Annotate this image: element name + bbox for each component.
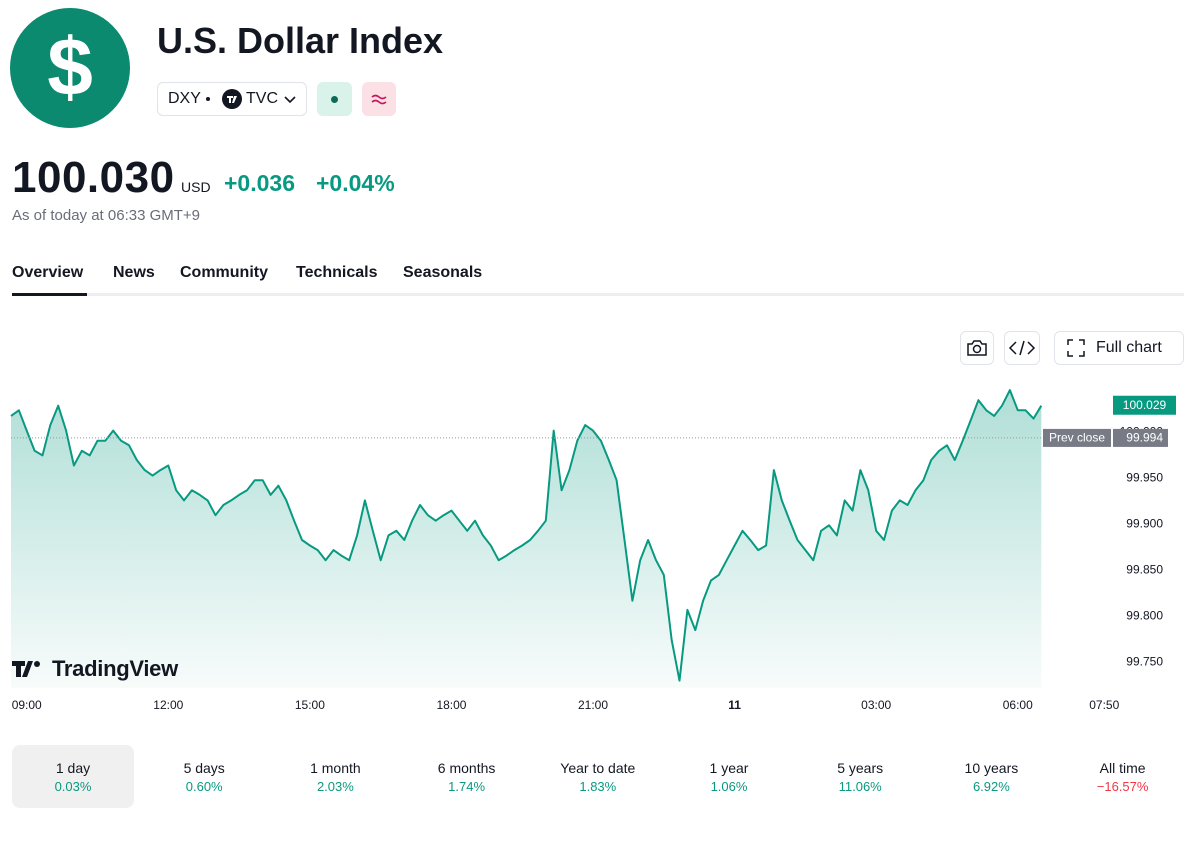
y-tick-label: 99.750 (1126, 654, 1163, 668)
x-tick-label: 07:50 (1089, 698, 1119, 712)
period-value: 11.06% (838, 779, 882, 794)
period-label: 1 month (310, 760, 361, 776)
as-of: As of today at 06:33 GMT+9 (12, 207, 201, 224)
period-label: 6 months (437, 760, 496, 776)
tab[interactable]: Overview (12, 264, 84, 281)
currency: USD (181, 179, 211, 195)
symbol: DXY (168, 90, 201, 107)
camera-icon (967, 340, 987, 356)
prev-close-tag (1043, 428, 1111, 447)
period-button[interactable]: 5 days 0.60% (143, 745, 265, 808)
exchange-icon (222, 89, 242, 109)
period-value: 1.83% (579, 779, 617, 794)
last-price-label: 100.029 (1123, 398, 1167, 412)
exchange: TVC (246, 90, 278, 107)
prev-close-value: 99.994 (1126, 431, 1163, 445)
prev-close-label: Prev close (1049, 431, 1105, 445)
period-value: 6.92% (972, 779, 1010, 794)
x-tick-label: 15:00 (295, 698, 325, 712)
period-button[interactable]: 10 years 6.92% (930, 745, 1052, 808)
x-tick-label: 18:00 (436, 698, 466, 712)
tab[interactable]: Technicals (296, 264, 378, 281)
period-button[interactable]: 1 year 1.06% (668, 745, 790, 808)
x-tick-label: 21:00 (578, 698, 608, 712)
price: 100.030 (12, 153, 175, 202)
full-chart-label: Full chart (1096, 339, 1162, 356)
period-value: 0.03% (54, 779, 92, 794)
snapshot-button[interactable] (960, 331, 994, 365)
x-tick-label: 12:00 (153, 698, 183, 712)
x-tick-label: 09:00 (12, 698, 42, 712)
y-tick-label: 99.950 (1126, 471, 1163, 485)
y-tick-label: 99.900 (1126, 517, 1163, 531)
period-button[interactable]: All time −16.57% (1062, 745, 1184, 808)
last-price-tag (1113, 395, 1176, 415)
period-label: 1 year (709, 760, 749, 776)
period-label: 1 day (55, 760, 91, 776)
period-button[interactable]: 5 years 11.06% (799, 745, 921, 808)
period-label: 5 days (183, 760, 225, 776)
logo (10, 8, 130, 128)
watermark: TradingView (52, 656, 178, 681)
separator-dot (206, 97, 210, 101)
period-label: 5 years (837, 760, 884, 776)
full-chart-button[interactable] (1054, 331, 1184, 365)
x-tick-label: 11 (728, 698, 741, 712)
logo-symbol: $ (47, 22, 93, 113)
period-label: Year to date (560, 760, 636, 776)
area (11, 390, 1042, 688)
period-value: −16.57% (1096, 779, 1149, 794)
period-button[interactable]: 1 month 2.03% (274, 745, 396, 808)
x-tick-label: 03:00 (861, 698, 891, 712)
period-button[interactable]: Year to date 1.83% (537, 745, 659, 808)
y-tick-label: 99.850 (1126, 562, 1163, 576)
status-dot (331, 96, 338, 103)
period-label: All time (1099, 760, 1146, 776)
fullscreen-icon (1067, 339, 1085, 357)
prev-close-value-tag (1113, 428, 1168, 447)
change: +0.036 (224, 170, 295, 196)
tab-underline (12, 293, 87, 296)
period-button[interactable]: 1 day 0.03% (12, 745, 134, 808)
title: U.S. Dollar Index (157, 20, 444, 61)
delay-icon (371, 94, 387, 105)
delay-badge[interactable] (362, 82, 396, 116)
period-label: 10 years (964, 760, 1019, 776)
chevron (284, 96, 296, 104)
watermark-icon (12, 661, 40, 677)
embed-button[interactable] (1004, 331, 1040, 365)
code-icon (1008, 340, 1036, 356)
change-percent: +0.04% (316, 170, 395, 196)
period-value: 2.03% (316, 779, 354, 794)
period-value: 1.74% (448, 779, 486, 794)
period-value: 1.06% (710, 779, 748, 794)
tab[interactable]: News (113, 264, 155, 281)
y-tick-label: 99.800 (1126, 608, 1163, 622)
period-button[interactable]: 6 months 1.74% (406, 745, 528, 808)
tab[interactable]: Community (180, 264, 268, 281)
period-value: 0.60% (185, 779, 223, 794)
x-tick-label: 06:00 (1003, 698, 1033, 712)
tab[interactable]: Seasonals (403, 264, 483, 281)
symbol-badge[interactable] (157, 82, 307, 116)
tab-divider (12, 293, 1184, 296)
price-line (10, 389, 1043, 682)
